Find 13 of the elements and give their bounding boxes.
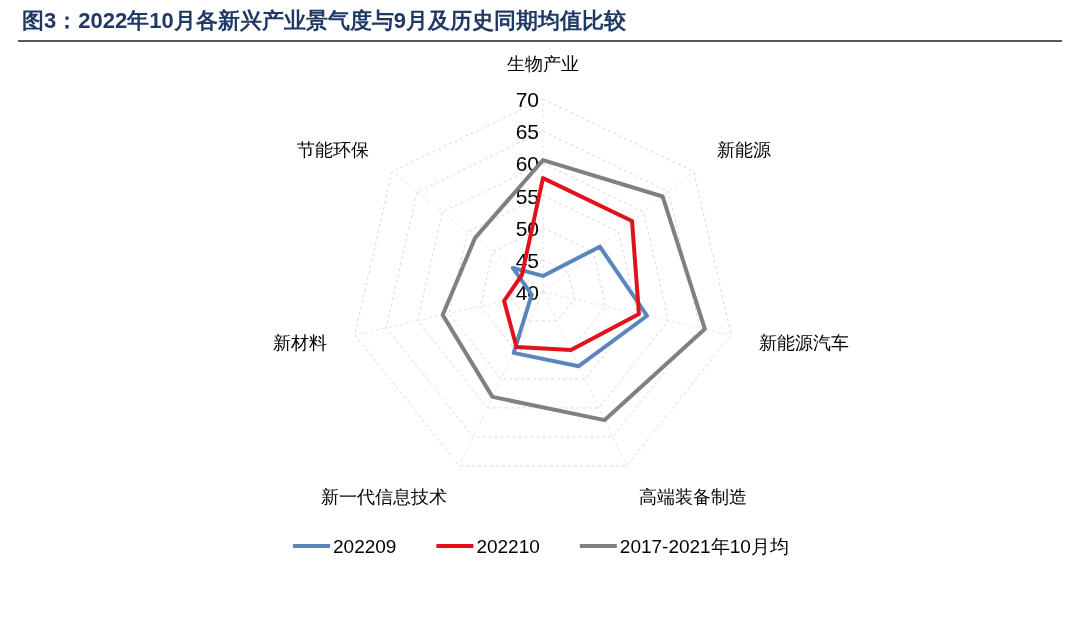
spoke-label: 高端装备制造 — [639, 487, 748, 508]
chart-title: 图3：2022年10月各新兴产业景气度与9月及历史同期均值比较 — [22, 8, 627, 33]
spoke-label: 节能环保 — [297, 139, 370, 160]
legend-label: 2017-2021年10月均 — [619, 536, 789, 557]
spoke-label: 新材料 — [272, 332, 327, 353]
y-tick-label: 70 — [515, 88, 539, 111]
spoke-label: 新一代信息技术 — [320, 487, 447, 508]
spoke-label: 新能源汽车 — [759, 332, 850, 353]
y-tick-label: 65 — [515, 120, 539, 144]
legend-label: 202209 — [333, 536, 397, 557]
spoke-label: 生物产业 — [507, 54, 579, 75]
spoke-label: 新能源 — [716, 139, 771, 160]
legend-label: 202210 — [476, 536, 540, 557]
